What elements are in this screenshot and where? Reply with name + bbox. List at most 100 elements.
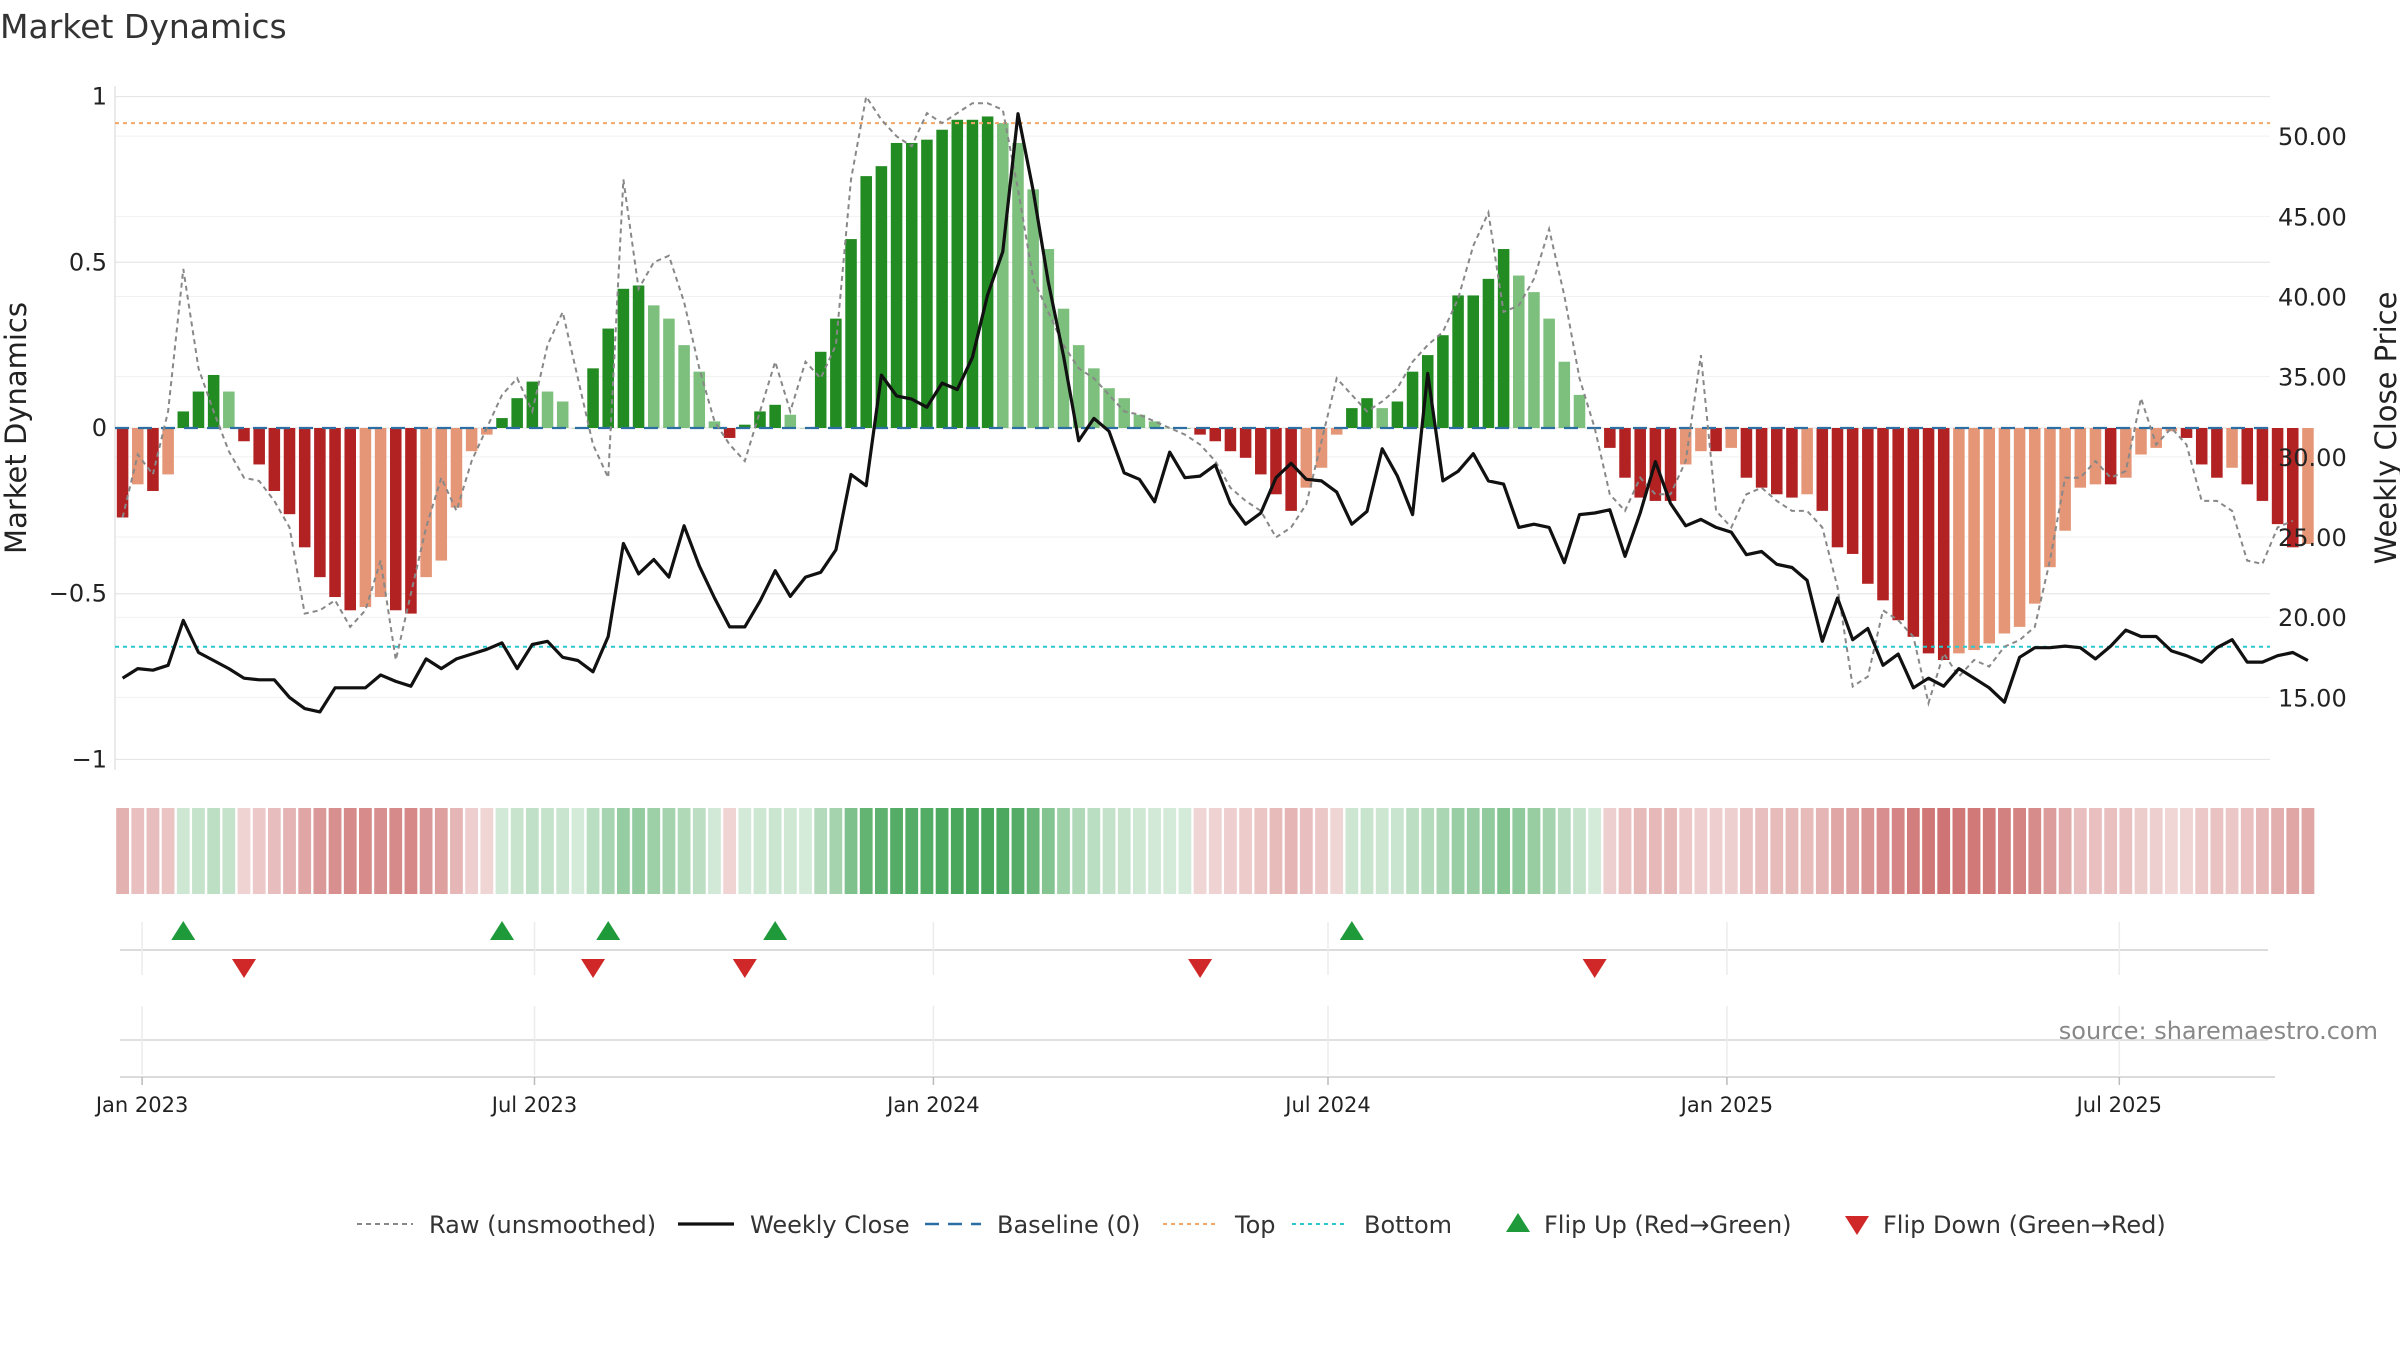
regime-cell xyxy=(1421,808,1435,894)
regime-cell xyxy=(252,808,266,894)
regime-cell xyxy=(2089,808,2102,894)
md-bar xyxy=(678,345,690,428)
md-bar xyxy=(587,368,599,428)
legend-label: Weekly Close xyxy=(750,1211,910,1239)
regime-cell xyxy=(2271,808,2284,894)
regime-cell xyxy=(495,808,509,894)
date-tick-label: Jul 2024 xyxy=(1283,1093,1370,1117)
md-bar xyxy=(450,428,463,508)
md-bar xyxy=(1012,142,1024,428)
regime-cell xyxy=(1557,808,1571,894)
regime-cell xyxy=(1588,808,1602,894)
regime-cell xyxy=(176,808,190,894)
regime-cell xyxy=(1800,808,1814,894)
md-bar xyxy=(905,142,918,428)
regime-cell xyxy=(1709,808,1723,894)
md-bar xyxy=(693,371,706,428)
md-bar xyxy=(663,318,675,428)
raw-series xyxy=(121,93,2294,707)
md-bar xyxy=(1406,371,1419,428)
regime-cell xyxy=(2104,808,2118,894)
md-bar xyxy=(223,391,235,428)
regime-cell xyxy=(799,808,812,894)
right-tick-label: 40.00 xyxy=(2278,283,2347,311)
regime-cell xyxy=(647,808,661,894)
regime-cell xyxy=(601,808,615,894)
regime-cell xyxy=(935,808,949,894)
md-bar xyxy=(1816,428,1829,511)
regime-cell xyxy=(2240,808,2254,894)
md-bar xyxy=(875,166,888,428)
regime-cell xyxy=(2013,808,2026,894)
regime-cell xyxy=(1466,808,1480,894)
regime-cell xyxy=(1057,808,1070,894)
md-bar xyxy=(526,381,539,428)
regime-cell xyxy=(192,808,205,894)
md-bar xyxy=(1801,428,1813,495)
regime-cell xyxy=(1072,808,1086,894)
md-bar xyxy=(2044,428,2056,568)
regime-cell xyxy=(723,808,737,894)
regime-cell xyxy=(2195,808,2209,894)
md-bar xyxy=(420,428,432,578)
regime-cell xyxy=(389,808,403,894)
regime-cell xyxy=(1011,808,1025,894)
regime-cell xyxy=(1284,808,1298,894)
md-bar xyxy=(1072,345,1085,428)
regime-cell xyxy=(1208,808,1222,894)
md-bar xyxy=(2211,428,2223,478)
regime-cell xyxy=(890,808,903,894)
regime-cell xyxy=(1148,808,1161,894)
md-bar xyxy=(860,176,872,428)
date-tick-label: Jul 2023 xyxy=(490,1093,577,1117)
md-bar xyxy=(981,116,994,428)
bars-series xyxy=(116,116,2314,660)
md-bar xyxy=(1664,428,1677,501)
md-bar xyxy=(1771,428,1783,495)
md-bar xyxy=(1057,308,1070,428)
md-bar xyxy=(1118,398,1130,428)
md-bar xyxy=(1163,428,1176,429)
regime-cell xyxy=(1132,808,1146,894)
regime-cell xyxy=(419,808,433,894)
md-bar xyxy=(1088,368,1100,428)
regime-strip xyxy=(116,808,2315,894)
right-axis-label: Weekly Close Price xyxy=(2369,292,2400,565)
md-bar xyxy=(2180,428,2193,438)
date-tick-label: Jul 2025 xyxy=(2075,1093,2162,1117)
close-line xyxy=(121,112,2309,714)
md-bar xyxy=(2241,428,2254,485)
legend-label: Bottom xyxy=(1364,1211,1452,1239)
md-bar xyxy=(708,421,721,428)
md-bar xyxy=(2135,428,2147,455)
regime-cell xyxy=(981,808,995,894)
md-bar xyxy=(1300,428,1313,488)
md-bar xyxy=(2302,428,2314,544)
left-tick-label: 0.5 xyxy=(69,248,107,276)
left-axis: 1 0.5 0 −0.5 −1 xyxy=(49,83,107,774)
right-tick-label: 35.00 xyxy=(2278,364,2347,392)
md-bar xyxy=(511,398,523,428)
flip-signal-panel xyxy=(120,921,2268,978)
flip-down-marker xyxy=(231,959,256,978)
regime-cell xyxy=(1694,808,1708,894)
md-bar xyxy=(1285,428,1297,511)
md-bar xyxy=(2104,428,2117,485)
regime-cell xyxy=(829,808,843,894)
md-bar xyxy=(754,411,766,428)
regime-cell xyxy=(1299,808,1313,894)
md-bar xyxy=(1755,428,1768,488)
md-bar xyxy=(966,119,979,429)
md-bar xyxy=(147,428,159,491)
legend-item: Raw (unsmoothed) xyxy=(357,1211,656,1239)
regime-cell xyxy=(2164,808,2178,894)
md-bar xyxy=(1270,428,1282,495)
md-bar xyxy=(2120,428,2132,478)
left-axis-label: Market Dynamics xyxy=(0,302,33,554)
regime-cell xyxy=(859,808,873,894)
md-bar xyxy=(814,351,827,428)
regime-cell xyxy=(1315,808,1328,894)
date-axis: Jan 2023 Jul 2023 Jan 2024 Jul 2024 Jan 2025… xyxy=(94,922,2162,1117)
regime-cell xyxy=(875,808,888,894)
md-bar xyxy=(739,424,751,428)
